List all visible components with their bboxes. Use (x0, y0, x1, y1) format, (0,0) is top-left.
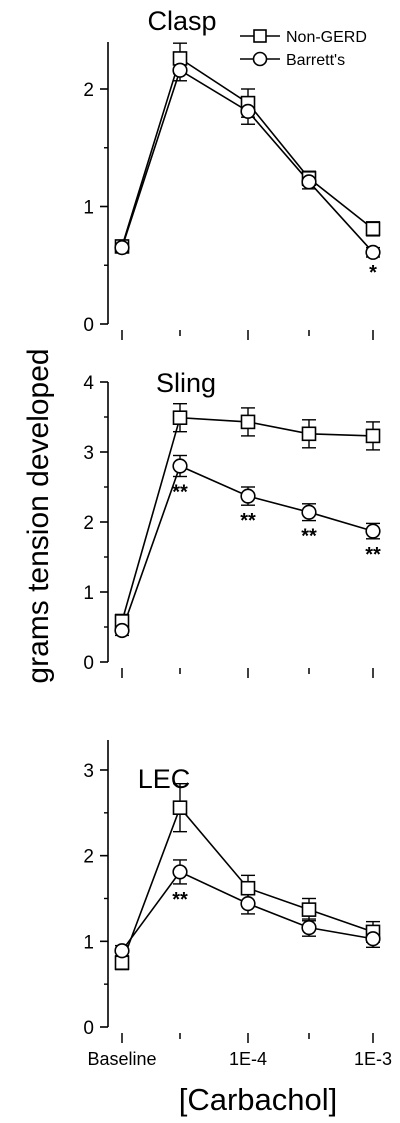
y-tick-label-sling: 4 (83, 373, 94, 394)
data-point-barretts-clasp (172, 62, 188, 78)
y-tick-label-lec: 2 (83, 847, 94, 868)
x-tick-labels: Baseline 1E-4 1E-3 (87, 1049, 392, 1069)
data-point-barretts-sling (114, 622, 130, 639)
data-point-non-gerd-lec (301, 902, 317, 917)
data-point-barretts-lec (240, 896, 256, 912)
data-point-barretts-clasp (365, 244, 381, 260)
y-tick-label-clasp: 2 (83, 80, 94, 101)
legend: Non-GERD Barrett's (240, 29, 367, 69)
panel-lec: LEC 0 1 2 3 ** (83, 740, 381, 1043)
data-point-barretts-lec (114, 943, 130, 959)
legend-square-marker (253, 29, 267, 43)
data-point-non-gerd-sling (240, 414, 256, 430)
y-tick-label-sling: 3 (83, 443, 94, 464)
data-point-non-gerd-sling (365, 428, 381, 444)
significance-marker-clasp: * (369, 262, 377, 284)
y-tick-label-sling: 2 (83, 513, 94, 534)
data-point-non-gerd-sling (172, 410, 188, 426)
data-point-barretts-lec (172, 864, 188, 880)
data-point-non-gerd-lec (172, 800, 188, 815)
data-point-non-gerd-sling (301, 426, 317, 442)
data-point-barretts-sling (301, 504, 317, 520)
data-point-barretts-lec (365, 931, 381, 947)
y-axis-title: grams tension developed (22, 348, 55, 683)
data-point-barretts-clasp (240, 103, 256, 119)
data-point-barretts-sling (365, 523, 381, 539)
significance-marker-sling: ** (301, 526, 317, 548)
data-point-non-gerd-lec (240, 880, 256, 896)
panel-title-clasp: Clasp (147, 6, 216, 36)
y-tick-label-sling: 1 (83, 583, 94, 604)
x-tick-label-baseline: Baseline (87, 1049, 156, 1069)
y-tick-label-lec: 1 (83, 932, 94, 953)
series-line-non-gerd-clasp (121, 57, 374, 247)
panel-sling: Sling 0 1 2 3 4 ** ** ** ** (83, 368, 381, 678)
y-tick-label-sling: 0 (83, 653, 94, 674)
y-tick-label-clasp: 1 (83, 198, 94, 219)
legend-circle-marker (252, 51, 268, 67)
legend-label-non-gerd: Non-GERD (286, 29, 367, 46)
significance-marker-sling: ** (172, 482, 188, 504)
data-point-barretts-clasp (114, 240, 130, 256)
x-tick-label-1e-4: 1E-4 (229, 1049, 267, 1069)
x-axis-title: [Carbachol] (179, 1082, 338, 1117)
y-tick-label-lec: 3 (83, 761, 94, 782)
data-point-barretts-clasp (301, 174, 317, 190)
significance-marker-sling: ** (240, 510, 256, 532)
data-point-barretts-sling (172, 458, 188, 474)
y-tick-label-clasp: 0 (83, 315, 94, 336)
panel-title-sling: Sling (156, 368, 216, 398)
data-point-non-gerd-clasp (365, 221, 381, 237)
panels-layer: Clasp 0 1 2 * Sling 0 1 2 3 4 ** ** ** ** LEC 0 1 2 3 ** (83, 6, 381, 1043)
panel-title-lec: LEC (138, 764, 191, 794)
significance-marker-lec: ** (172, 889, 188, 911)
significance-marker-sling: ** (365, 544, 381, 566)
panel-clasp: Clasp 0 1 2 * (83, 6, 381, 340)
y-tick-label-lec: 0 (83, 1018, 94, 1039)
legend-label-barretts: Barrett's (286, 52, 345, 69)
data-point-barretts-lec (301, 920, 317, 936)
data-point-barretts-sling (240, 488, 256, 504)
x-tick-label-1e-3: 1E-3 (354, 1049, 392, 1069)
